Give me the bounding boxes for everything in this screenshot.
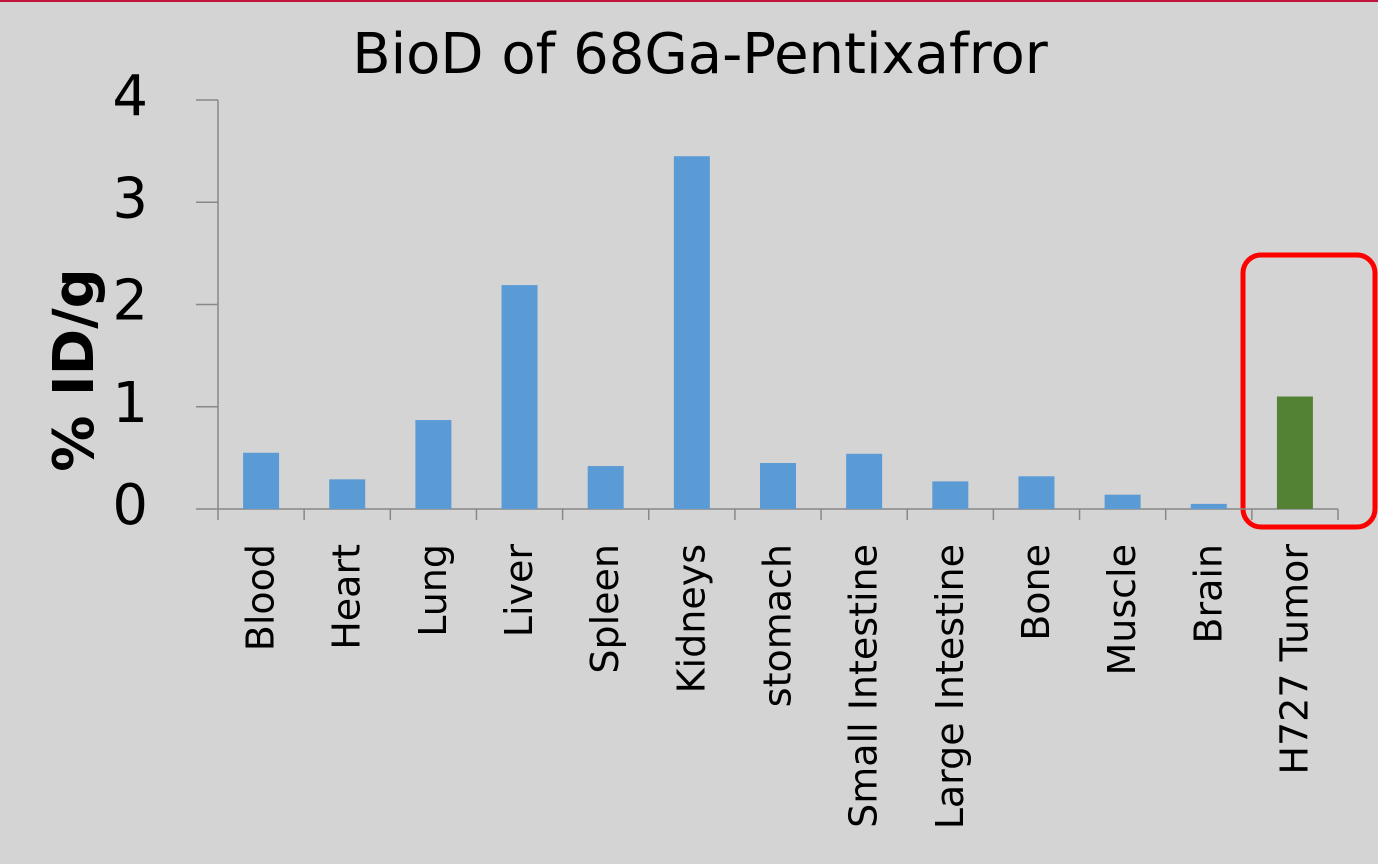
chart-title: BioD of 68Ga-Pentixafror <box>352 22 1049 87</box>
bar <box>587 466 624 509</box>
x-tick-label: Blood <box>239 544 283 651</box>
x-tick-label: Spleen <box>583 544 627 674</box>
x-tick-label: H727 Tumor <box>1272 544 1316 775</box>
bar <box>932 481 969 509</box>
bar <box>760 462 796 509</box>
bar <box>673 156 710 510</box>
x-tick-label: Small Intestine <box>842 544 886 828</box>
x-tick-label: Heart <box>325 544 369 650</box>
y-tick-label: 3 <box>112 166 148 231</box>
x-tick-label: Muscle <box>1100 544 1144 676</box>
y-axis-label: % ID/g <box>42 268 107 471</box>
x-tick-label: Bone <box>1014 544 1058 641</box>
bar <box>415 420 452 509</box>
highlight-box <box>1240 252 1378 530</box>
bar <box>243 452 280 509</box>
x-tick-label: Large Intestine <box>928 544 972 829</box>
bar <box>329 479 366 509</box>
x-tick-label: Lung <box>411 544 455 637</box>
y-tick-label: 4 <box>112 64 148 129</box>
x-tick-label: Brain <box>1186 544 1230 644</box>
x-tick-label: Kidneys <box>669 544 713 693</box>
bar <box>1276 396 1313 509</box>
bar <box>1104 494 1141 509</box>
y-tick-label: 1 <box>112 371 148 436</box>
top-rule <box>0 0 1378 2</box>
x-tick-label: stomach <box>756 544 800 707</box>
bar <box>501 285 538 509</box>
y-tick-label: 2 <box>112 269 148 334</box>
bar <box>846 453 883 509</box>
x-tick-label: Liver <box>497 544 541 638</box>
y-tick-label: 0 <box>112 473 148 538</box>
bar <box>1018 476 1055 509</box>
bar <box>1190 503 1227 509</box>
